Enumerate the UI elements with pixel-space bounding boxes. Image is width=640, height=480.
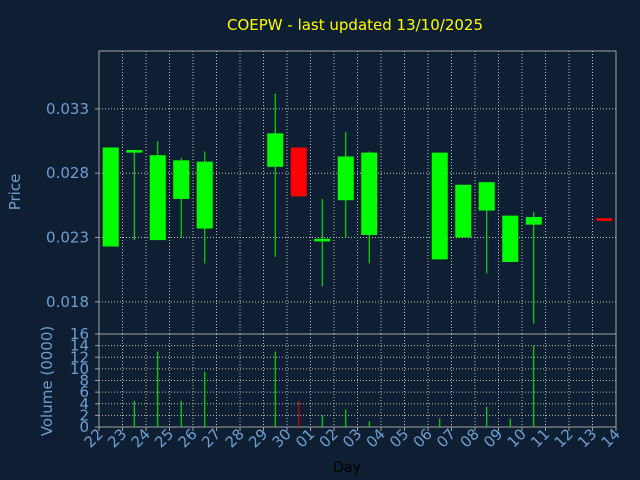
candle-body [337,156,354,201]
volume-bars [133,345,535,427]
price-grid [98,51,617,334]
x-tick-label: 29 [245,425,271,451]
x-tick-label: 30 [269,425,295,451]
x-tick-label: 13 [574,425,600,451]
x-tick-label: 23 [104,425,130,451]
x-tick-label: 12 [551,425,577,451]
chart-title: COEPW - last updated 13/10/2025 [227,16,483,34]
x-tick-label: 05 [386,425,412,451]
x-tick-label: 10 [504,425,530,451]
price-tick-label: 0.028 [46,164,89,182]
x-tick-label: 28 [222,425,248,451]
price-tick-label: 0.033 [46,100,89,118]
candle-body [478,182,495,211]
x-tick-label: 07 [433,425,459,451]
volume-tick-label: 10 [70,360,89,378]
candle-body [596,218,613,221]
x-tick-label: 14 [598,425,624,451]
price-candles [102,93,613,324]
volume-tick-label: 0 [79,418,89,436]
candle-body [149,155,166,241]
x-tick-label: 06 [410,425,436,451]
x-axis-ticks: 2223242526272829300102030405060708091011… [81,425,624,451]
x-tick-label: 08 [457,425,483,451]
price-tick-label: 0.018 [46,293,89,311]
price-tick-label: 0.023 [46,229,89,247]
candle-body [196,161,213,229]
volume-tick-label: 2 [79,406,89,424]
candle-body [502,215,519,262]
x-tick-label: 24 [128,425,154,451]
candle-body [455,184,472,238]
candle-body [431,152,448,260]
volume-tick-label: 14 [70,337,89,355]
candle-body [361,152,378,235]
x-tick-label: 03 [339,425,365,451]
x-axis-label: Day [333,460,361,476]
candle-body [314,238,331,242]
candle-body [102,147,119,247]
candle-body [525,216,542,225]
candle-body [267,133,284,167]
x-tick-label: 26 [175,425,201,451]
volume-tick-label: 16 [70,325,89,343]
x-tick-label: 02 [316,425,342,451]
candle-body [173,160,190,199]
volume-tick-label: 6 [79,383,89,401]
volume-tick-label: 4 [79,395,89,413]
x-tick-label: 01 [292,425,318,451]
x-tick-label: 27 [198,425,224,451]
volume-tick-label: 12 [70,348,89,366]
price-axis-ticks: 0.018 0.023 0.028 0.033 [46,100,99,311]
candle-body [126,150,143,153]
volume-grid [98,333,617,428]
x-tick-label: 11 [527,425,553,451]
volume-tick-label: 8 [79,372,89,390]
x-tick-label: 25 [151,425,177,451]
price-axis-label: Price [6,174,24,211]
x-tick-label: 09 [480,425,506,451]
volume-axis-label: Volume (0000) [38,326,56,436]
x-tick-label: 04 [363,425,389,451]
candle-body [290,147,307,197]
